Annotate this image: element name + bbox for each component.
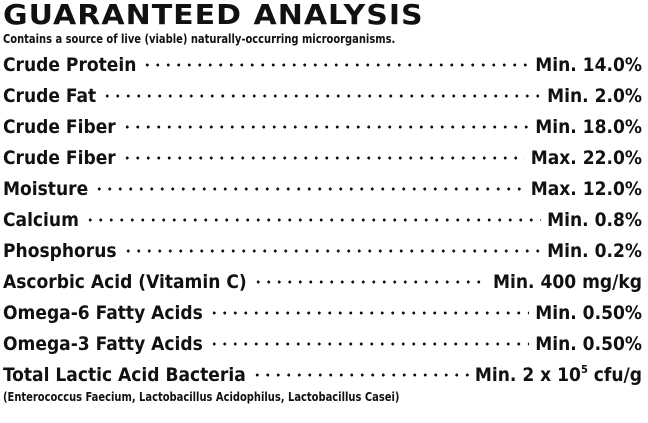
row-value: Min. 18.0%: [535, 116, 642, 138]
row-value: Max. 12.0%: [530, 178, 642, 200]
row-label: Ascorbic Acid (Vitamin C): [3, 271, 247, 293]
row-value: Min. 2.0%: [547, 85, 642, 107]
dot-leader: [121, 111, 530, 131]
analysis-row-lactic-acid-bacteria: Total Lactic Acid Bacteria Min. 2 x 105 …: [3, 359, 642, 391]
row-value: Min. 400 mg/kg: [492, 271, 642, 293]
analysis-row-crude-fiber-max: Crude Fiber Max. 22.0%: [3, 142, 642, 174]
value-suffix: cfu/g: [587, 364, 642, 386]
row-label: Crude Fat: [3, 85, 97, 107]
value-exponent: 5: [580, 363, 588, 376]
analysis-row-ascorbic-acid: Ascorbic Acid (Vitamin C) Min. 400 mg/kg: [3, 266, 642, 298]
panel-title: GUARANTEED ANALYSIS: [3, 0, 424, 32]
analysis-row-phosphorus: Phosphorus Min. 0.2%: [3, 235, 642, 267]
bacteria-footnote: (Enterococcus Faecium, Lactobacillus Aci…: [3, 390, 400, 404]
row-label: Moisture: [3, 178, 89, 200]
panel-subtitle: Contains a source of live (viable) natur…: [3, 32, 396, 46]
row-label: Crude Fiber: [3, 147, 116, 169]
row-label: Calcium: [3, 209, 79, 231]
row-label: Crude Fiber: [3, 116, 116, 138]
dot-leader: [251, 359, 469, 379]
dot-leader: [252, 266, 487, 286]
analysis-row-crude-fat: Crude Fat Min. 2.0%: [3, 80, 642, 112]
analysis-row-omega-6: Omega-6 Fatty Acids Min. 0.50%: [3, 297, 642, 329]
row-label: Crude Protein: [3, 54, 137, 76]
row-value: Min. 0.2%: [547, 240, 642, 262]
analysis-row-moisture: Moisture Max. 12.0%: [3, 173, 642, 205]
analysis-row-crude-protein: Crude Protein Min. 14.0%: [3, 49, 642, 81]
row-value: Min. 2 x 105 cfu/g: [475, 360, 642, 391]
analysis-row-omega-3: Omega-3 Fatty Acids Min. 0.50%: [3, 328, 642, 360]
dot-leader: [122, 235, 542, 255]
dot-leader: [94, 173, 525, 193]
row-label: Total Lactic Acid Bacteria: [3, 364, 246, 386]
dot-leader: [142, 49, 530, 69]
analysis-row-calcium: Calcium Min. 0.8%: [3, 204, 642, 236]
row-value: Max. 22.0%: [530, 147, 642, 169]
dot-leader: [84, 204, 542, 224]
row-label: Omega-6 Fatty Acids: [3, 302, 203, 324]
dot-leader: [121, 142, 525, 162]
dot-leader: [208, 297, 530, 317]
analysis-row-crude-fiber-min: Crude Fiber Min. 18.0%: [3, 111, 642, 143]
row-value: Min. 14.0%: [535, 54, 642, 76]
dot-leader: [102, 80, 542, 100]
value-prefix: Min. 2 x 10: [474, 364, 581, 386]
row-label: Omega-3 Fatty Acids: [3, 333, 203, 355]
analysis-list: Crude Protein Min. 14.0% Crude Fat Min. …: [3, 49, 642, 391]
dot-leader: [208, 328, 530, 348]
row-value: Min. 0.50%: [535, 302, 642, 324]
row-label: Phosphorus: [3, 240, 117, 262]
row-value: Min. 0.50%: [535, 333, 642, 355]
row-value: Min. 0.8%: [547, 209, 642, 231]
